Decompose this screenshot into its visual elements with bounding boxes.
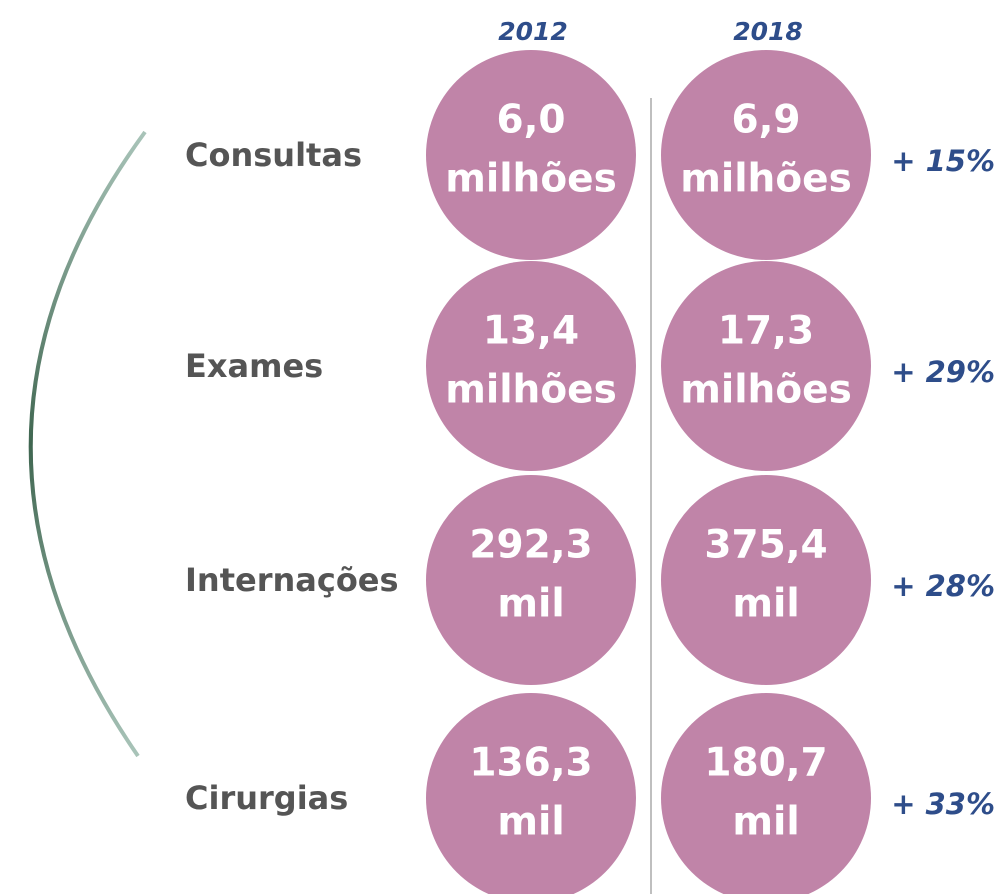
value: 6,0 <box>496 98 565 143</box>
unit: milhões <box>445 368 617 413</box>
row-label: Consultas <box>185 136 362 174</box>
year-label: 2018 <box>733 17 803 46</box>
change: + 29% <box>891 355 995 389</box>
value-circle <box>426 475 636 685</box>
change: + 28% <box>891 569 995 603</box>
unit: milhões <box>680 368 852 413</box>
value: 375,4 <box>704 523 827 568</box>
change: + 33% <box>891 787 995 821</box>
unit: milhões <box>680 157 852 202</box>
row-label: Cirurgias <box>185 779 348 817</box>
value: 6,9 <box>731 98 800 143</box>
bracket-arc <box>28 130 147 758</box>
value-circle <box>426 50 636 260</box>
year-label: 2012 <box>498 17 568 46</box>
row-label: Exames <box>185 347 323 385</box>
value-circle <box>426 261 636 471</box>
value: 17,3 <box>718 309 814 354</box>
value-circle <box>426 693 636 894</box>
value: 136,3 <box>469 741 592 786</box>
value: 292,3 <box>469 523 592 568</box>
change: + 15% <box>891 144 995 178</box>
value-circle <box>661 50 871 260</box>
unit: mil <box>732 582 799 627</box>
unit: mil <box>497 800 564 845</box>
value-circle <box>661 475 871 685</box>
value-circle <box>661 693 871 894</box>
unit: mil <box>732 800 799 845</box>
unit: milhões <box>445 157 617 202</box>
value: 180,7 <box>704 741 827 786</box>
unit: mil <box>497 582 564 627</box>
value: 13,4 <box>483 309 579 354</box>
value-circle <box>661 261 871 471</box>
row-label: Internações <box>185 561 399 599</box>
